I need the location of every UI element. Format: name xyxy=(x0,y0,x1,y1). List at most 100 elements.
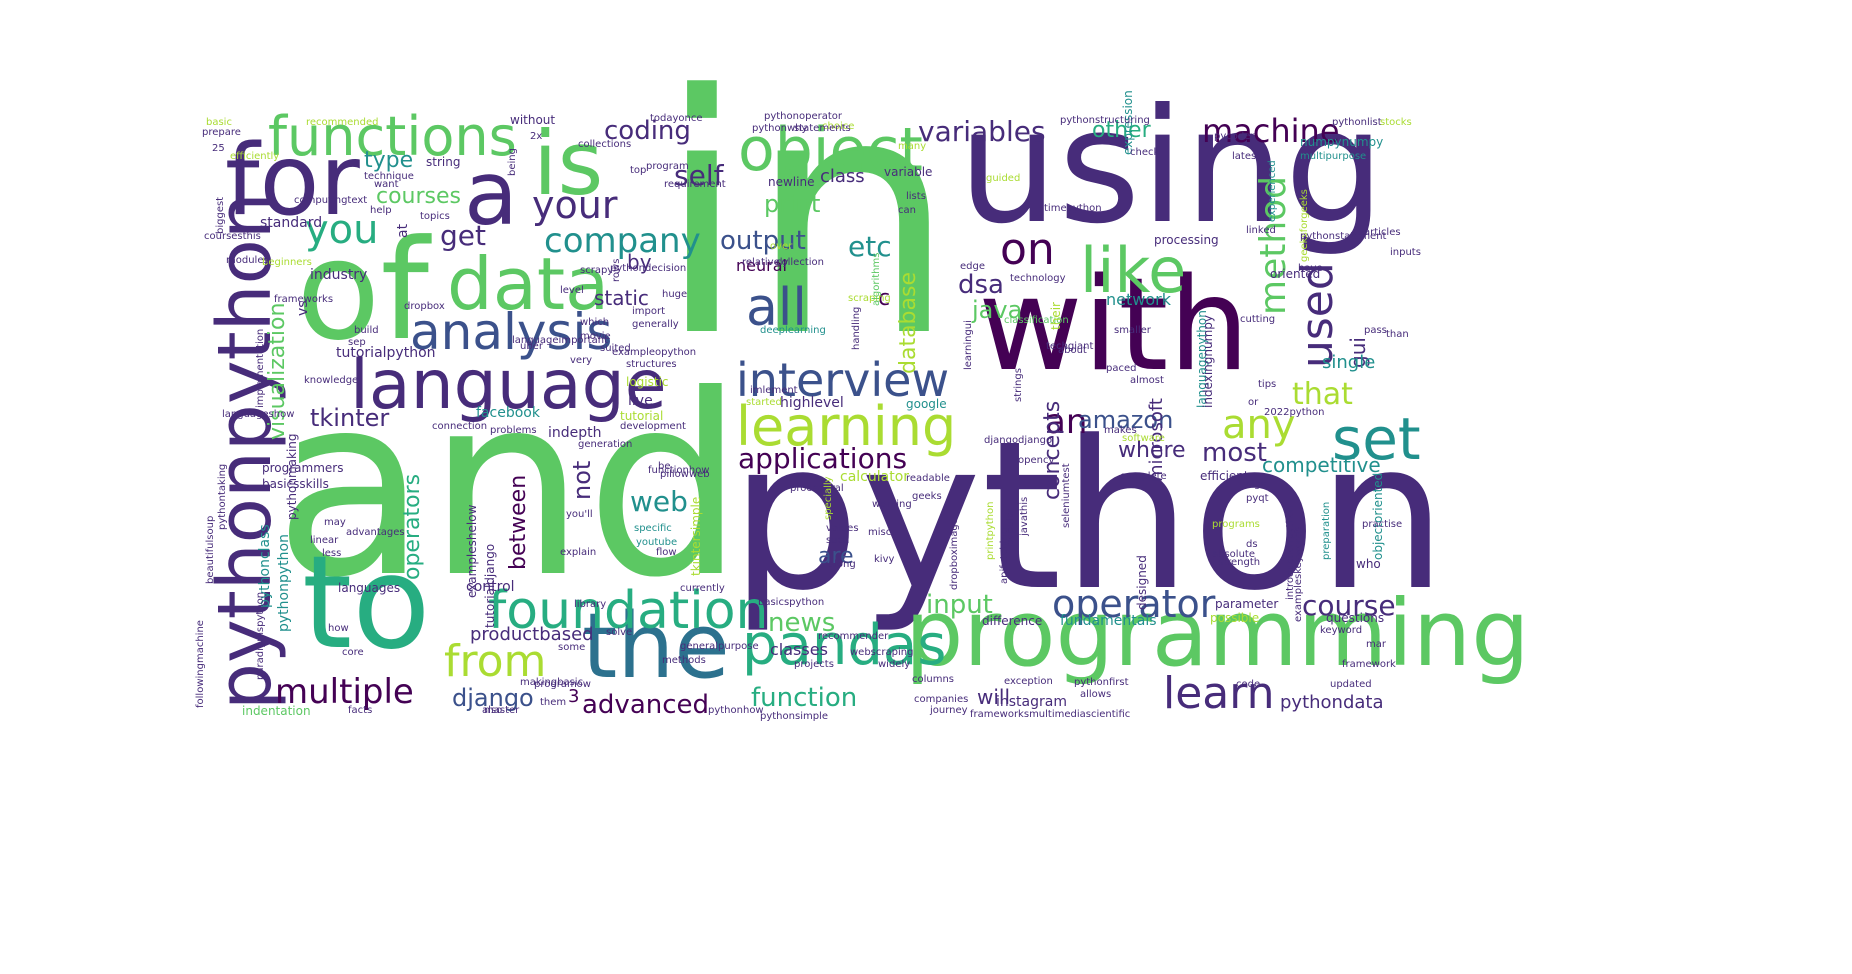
word: webscraping xyxy=(850,647,914,658)
word: than xyxy=(1386,329,1409,340)
word: how xyxy=(328,623,349,634)
word: pass xyxy=(1364,325,1387,336)
word: machine xyxy=(1202,112,1340,150)
word: news xyxy=(768,608,836,638)
word: and xyxy=(274,341,745,632)
word: basic xyxy=(206,117,232,128)
word: edge xyxy=(960,261,985,272)
word: followingmachine xyxy=(195,620,206,708)
word: languageimportant xyxy=(512,335,608,346)
word: pythondecision xyxy=(610,263,687,274)
word: most xyxy=(1202,438,1267,468)
word: techgiant xyxy=(1046,341,1094,352)
word: core xyxy=(342,647,364,658)
word: productbased xyxy=(470,624,594,645)
word: values xyxy=(826,523,859,534)
word: logistic xyxy=(626,375,669,389)
word: software xyxy=(1122,433,1165,444)
word: between xyxy=(506,474,531,570)
word: dropboximage xyxy=(949,518,960,590)
word: geeksforgeeks xyxy=(1299,189,1310,262)
word: exampleopython xyxy=(612,347,697,358)
word: vs xyxy=(295,300,311,316)
word: the xyxy=(582,594,730,699)
word: problems xyxy=(490,425,537,436)
word: class xyxy=(820,166,865,187)
word: calculator xyxy=(840,469,910,485)
word: master xyxy=(484,705,520,716)
word: relatively xyxy=(742,257,789,268)
word: classification xyxy=(1004,315,1069,326)
word: exampleshelow xyxy=(465,504,479,598)
word: django xyxy=(452,684,534,712)
word: at xyxy=(395,223,411,238)
word: strength xyxy=(1218,557,1261,568)
word: input xyxy=(926,590,993,620)
word: function xyxy=(751,683,858,713)
word: suited xyxy=(600,343,631,354)
word: by xyxy=(627,250,652,274)
word: procedural xyxy=(790,483,844,494)
word: newline xyxy=(768,175,815,189)
word: them xyxy=(540,697,567,708)
word: tutorialpython xyxy=(336,345,436,361)
word: etc xyxy=(848,230,892,263)
word: about xyxy=(1058,345,1087,356)
word: stocks xyxy=(1380,117,1412,128)
word: pythonmaking xyxy=(285,433,299,520)
word: python xyxy=(730,398,1448,636)
word: data xyxy=(447,242,610,326)
word: check xyxy=(1130,147,1160,158)
word: generation xyxy=(578,439,633,450)
word: statements xyxy=(794,123,851,134)
word: beautifulsoup xyxy=(205,515,216,584)
word: where xyxy=(1118,438,1186,463)
word: set xyxy=(1332,405,1421,473)
word: objectoriented xyxy=(1371,472,1385,560)
word: dropbox xyxy=(404,301,445,312)
word: competitive xyxy=(1262,453,1381,477)
word: highlevel xyxy=(780,395,844,411)
word: google xyxy=(906,397,947,411)
word: paced xyxy=(1106,363,1137,374)
word: be xyxy=(658,461,671,472)
word: many xyxy=(898,141,927,152)
word: amazon xyxy=(1078,406,1174,434)
word: cutting xyxy=(1240,314,1276,325)
word: development xyxy=(620,421,686,432)
word: prepare xyxy=(202,127,241,138)
word: frameworksmultimediascientific xyxy=(970,709,1131,720)
word: smaller xyxy=(1114,325,1151,336)
word: widely xyxy=(878,659,911,670)
word: youtube xyxy=(636,537,678,548)
word: uber xyxy=(520,341,543,352)
word: makes xyxy=(1104,425,1137,436)
word: may xyxy=(324,517,346,528)
word: language xyxy=(350,346,667,425)
word: programmers xyxy=(262,461,344,475)
word: specially xyxy=(823,476,834,520)
word: have xyxy=(1298,263,1323,274)
word: collections xyxy=(578,139,632,150)
word: along xyxy=(828,559,856,570)
word: java xyxy=(972,296,1023,324)
word: on xyxy=(1000,224,1055,275)
word: of xyxy=(296,210,430,371)
word: kivy xyxy=(874,554,895,565)
word: applications xyxy=(738,442,908,475)
word: will xyxy=(977,685,1011,709)
word: linear xyxy=(310,535,339,546)
word: possible xyxy=(1210,611,1260,625)
word: who xyxy=(1356,557,1381,571)
word: strings xyxy=(1013,368,1024,402)
word: help xyxy=(370,205,392,216)
word: tkintersimple xyxy=(689,496,703,576)
word: geeks xyxy=(912,491,942,502)
word: c xyxy=(878,286,891,311)
word: instagram xyxy=(996,694,1067,710)
word: coursesthis xyxy=(204,231,261,242)
word: modules xyxy=(226,255,269,266)
word: network xyxy=(1106,290,1171,309)
word: biggest xyxy=(215,196,226,234)
word: other xyxy=(1092,118,1151,143)
